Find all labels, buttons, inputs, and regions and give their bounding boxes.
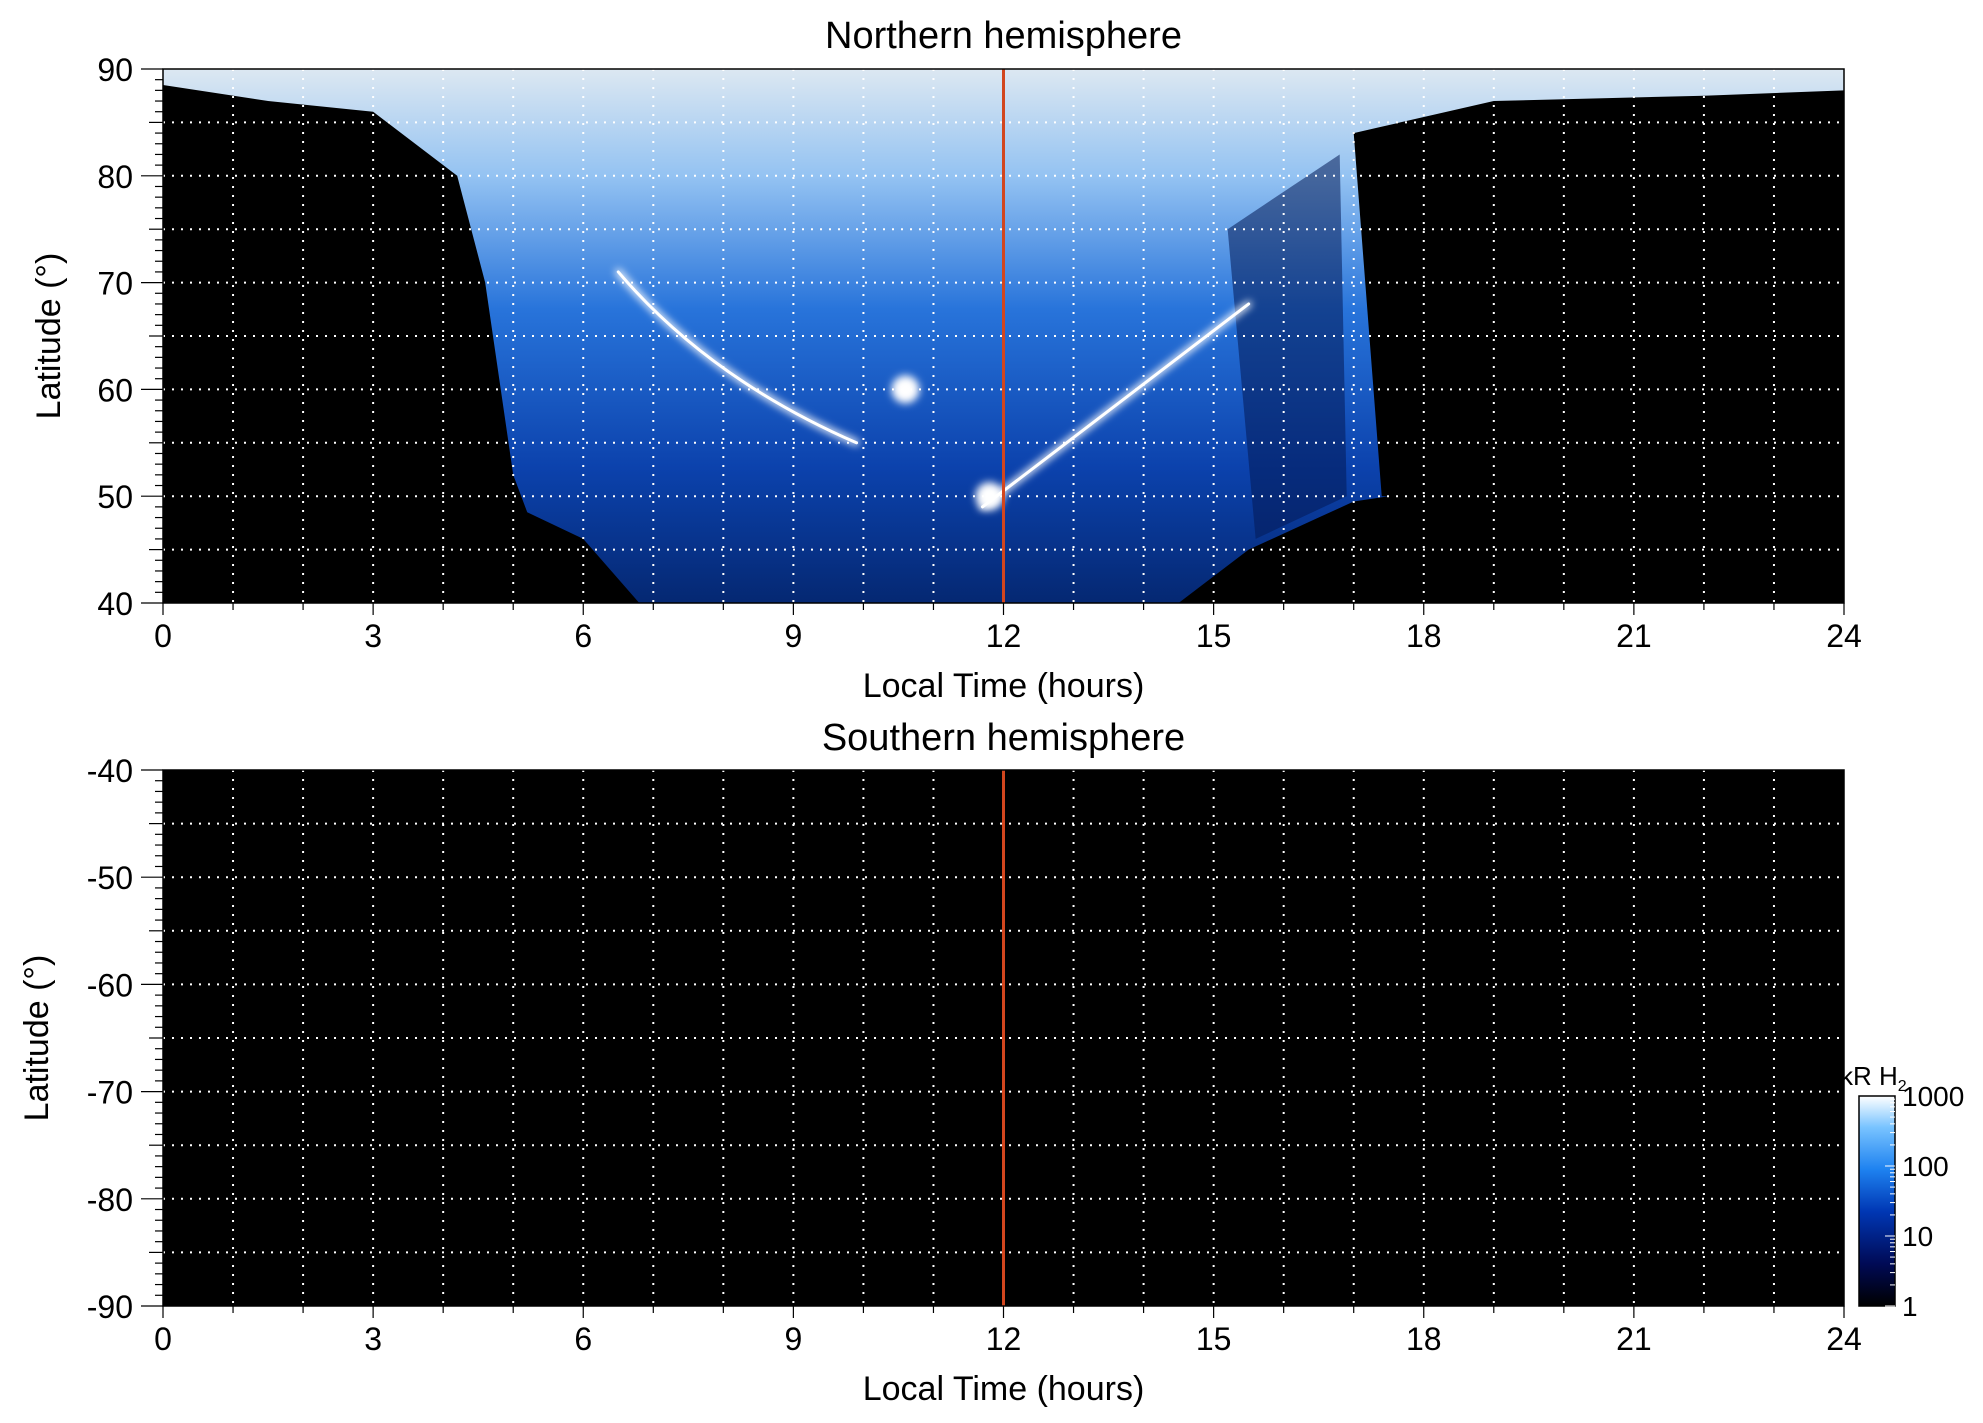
y-tick-label: -80 xyxy=(87,1182,133,1218)
colorbar-gradient xyxy=(1858,1095,1896,1307)
x-tick-label: 15 xyxy=(1196,1321,1232,1357)
colorbar-label-main: kR H xyxy=(1840,1061,1898,1091)
colorbar-ticks: 1000 100 10 1 xyxy=(1885,1081,1964,1322)
chart-title: Northern hemisphere xyxy=(825,15,1182,57)
chart-title: Southern hemisphere xyxy=(822,717,1185,759)
x-tick-label: 6 xyxy=(574,1321,592,1357)
x-tick-label: 3 xyxy=(364,618,382,654)
x-tick-label: 24 xyxy=(1826,618,1862,654)
x-tick-label: 0 xyxy=(154,618,172,654)
x-tick-label: 21 xyxy=(1616,1321,1652,1357)
colorbar-tick-label: 1 xyxy=(1902,1291,1918,1322)
y-tick-label: -70 xyxy=(87,1075,133,1111)
x-axis-label: Local Time (hours) xyxy=(863,1370,1145,1408)
colorbar-label-subscript: 2 xyxy=(1898,1078,1907,1095)
colorbar-label: kR H2 xyxy=(1840,1061,1907,1095)
x-axis: 0 3 6 9 12 15 18 21 24 xyxy=(154,603,1862,654)
y-axis-label: Latitude (°) xyxy=(18,955,56,1122)
x-tick-label: 15 xyxy=(1196,618,1232,654)
x-tick-label: 3 xyxy=(364,1321,382,1357)
y-axis-label: Latitude (°) xyxy=(30,253,68,420)
y-tick-label: 90 xyxy=(97,52,133,88)
x-tick-label: 6 xyxy=(574,618,592,654)
x-axis-label: Local Time (hours) xyxy=(863,667,1145,705)
x-tick-label: 12 xyxy=(986,1321,1022,1357)
x-tick-label: 0 xyxy=(154,1321,172,1357)
x-tick-label: 12 xyxy=(986,618,1022,654)
y-tick-label: -40 xyxy=(87,753,133,789)
bright-arc-core xyxy=(616,270,858,445)
colorbar-tick-label: 100 xyxy=(1902,1151,1949,1182)
colorbar-tick-label: 10 xyxy=(1902,1221,1933,1252)
y-tick-label: -50 xyxy=(87,860,133,896)
x-tick-label: 21 xyxy=(1616,618,1652,654)
y-tick-label: 70 xyxy=(97,266,133,302)
y-tick-label: 50 xyxy=(97,479,133,515)
x-tick-label: 18 xyxy=(1406,1321,1442,1357)
grid xyxy=(163,770,1844,1306)
x-tick-label: 9 xyxy=(784,618,802,654)
northern-hemisphere-panel: Northern hemisphere 40 50 60 70 80 90 0 3 6 9 12 1… xyxy=(30,15,1862,705)
y-axis: -40 -50 -60 -70 -80 -90 xyxy=(87,753,163,1325)
y-tick-label: 80 xyxy=(97,159,133,195)
colorbar-tick-label: 1000 xyxy=(1902,1081,1964,1112)
southern-hemisphere-panel: Southern hemisphere -40 -50 -60 -70 -80 -90 0… xyxy=(18,717,1862,1408)
bright-spot xyxy=(975,482,1004,511)
x-tick-label: 24 xyxy=(1826,1321,1862,1357)
y-tick-label: -90 xyxy=(87,1289,133,1325)
grid xyxy=(163,69,1844,603)
x-tick-label: 18 xyxy=(1406,618,1442,654)
y-tick-label: -60 xyxy=(87,967,133,1003)
colorbar: kR H2 1000 100 10 1 xyxy=(1840,1061,1964,1322)
y-tick-label: 60 xyxy=(97,372,133,408)
y-axis: 40 50 60 70 80 90 xyxy=(97,52,163,622)
x-axis: 0 3 6 9 12 15 18 21 24 xyxy=(154,1306,1862,1357)
x-tick-label: 9 xyxy=(784,1321,802,1357)
y-tick-label: 40 xyxy=(97,586,133,622)
bright-spot xyxy=(891,375,920,404)
